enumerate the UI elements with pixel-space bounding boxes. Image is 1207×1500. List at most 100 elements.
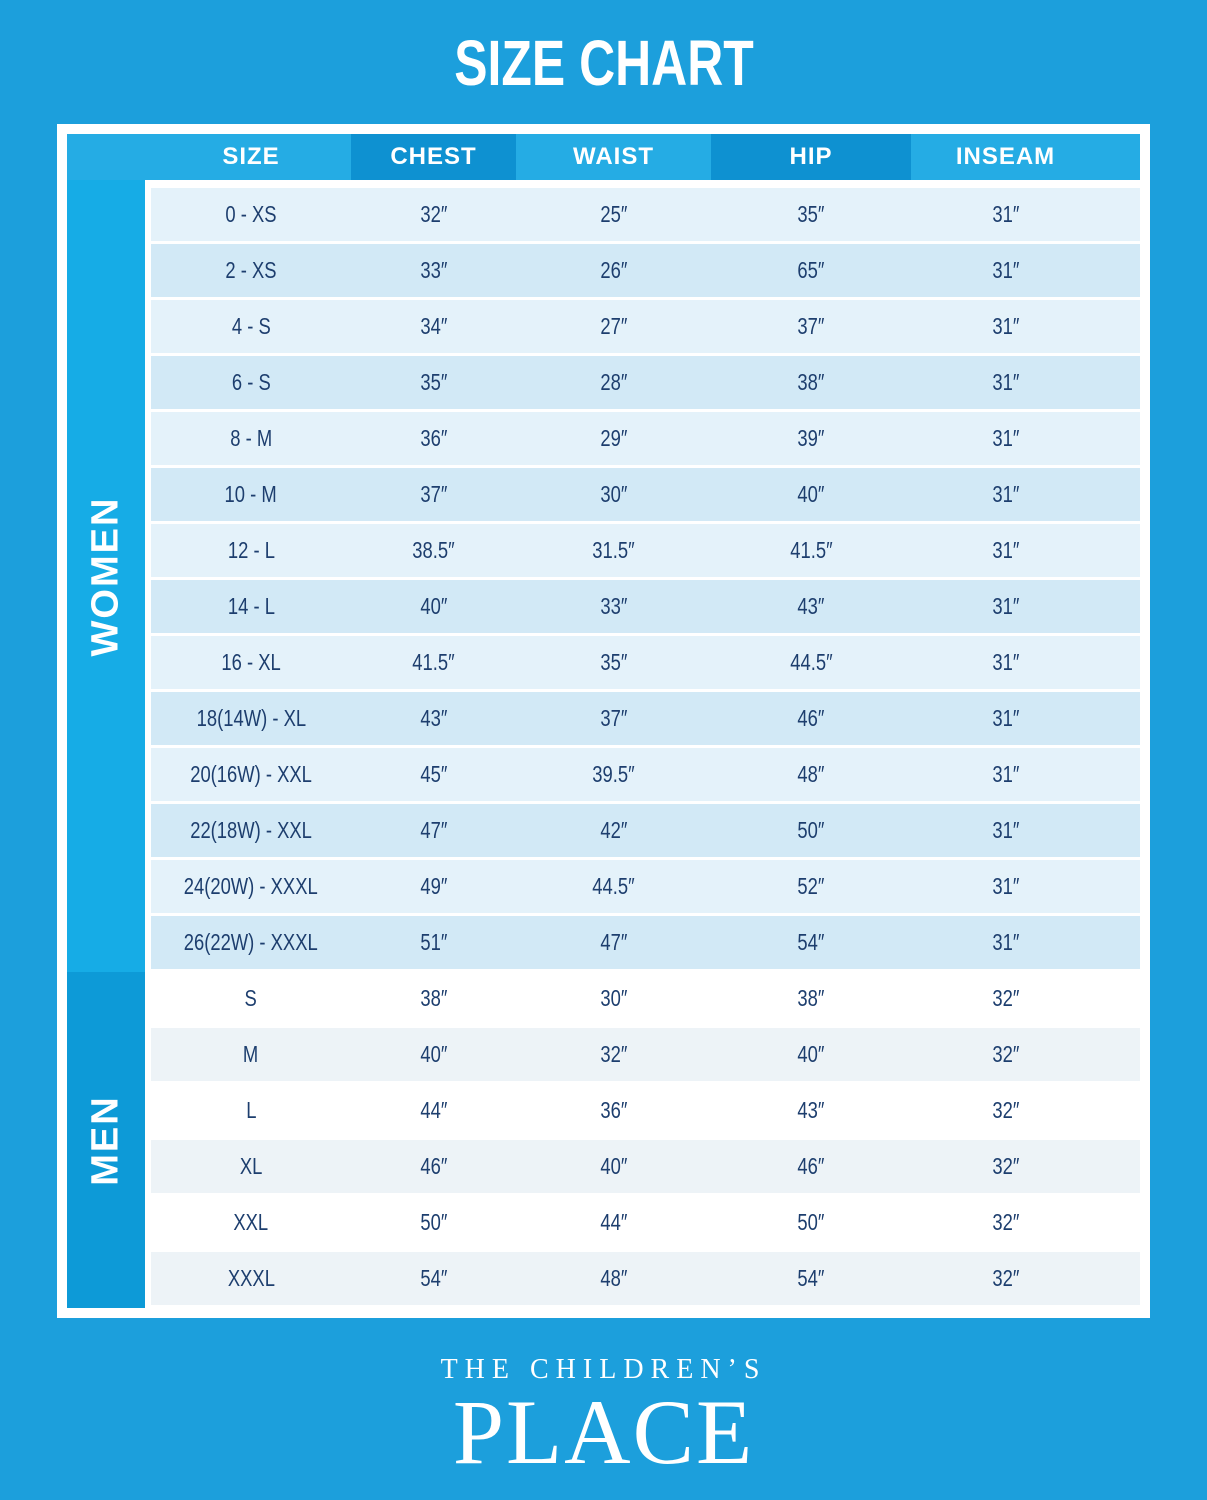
table-row: 2 - XS 33″ 26″ 65″ 31″ xyxy=(151,244,1140,300)
inseam-cell-value: 31″ xyxy=(991,369,1019,395)
inseam-cell: 32″ xyxy=(911,1265,1140,1292)
table-row: 14 - L 40″ 33″ 43″ 31″ xyxy=(151,580,1140,636)
hip-cell: 50″ xyxy=(711,1209,911,1236)
hip-cell-value: 38″ xyxy=(797,369,825,395)
inseam-cell-value: 31″ xyxy=(991,817,1019,843)
table-row: 22(18W) - XXL 47″ 42″ 50″ 31″ xyxy=(151,804,1140,860)
inseam-cell: 31″ xyxy=(911,537,1140,564)
hip-cell: 52″ xyxy=(711,873,911,900)
size-cell-value: 12 - L xyxy=(227,537,275,563)
chest-cell-value: 47″ xyxy=(419,817,447,843)
brand-logo-main-line: PLACE xyxy=(452,1381,755,1483)
size-cell-value: XXXL xyxy=(227,1265,275,1291)
hip-cell: 38″ xyxy=(711,369,911,396)
inseam-cell: 31″ xyxy=(911,817,1140,844)
inseam-cell: 31″ xyxy=(911,649,1140,676)
hip-cell-value: 50″ xyxy=(797,817,825,843)
size-cell-value: 20(16W) - XXL xyxy=(190,761,312,787)
table-row: 0 - XS 32″ 25″ 35″ 31″ xyxy=(151,188,1140,244)
chest-cell: 36″ xyxy=(351,425,516,452)
size-cell: XL xyxy=(151,1153,351,1180)
waist-cell: 30″ xyxy=(516,481,711,508)
table-row: S 38″ 30″ 38″ 32″ xyxy=(151,972,1140,1028)
table-row: 20(16W) - XXL 45″ 39.5″ 48″ 31″ xyxy=(151,748,1140,804)
chest-cell: 44″ xyxy=(351,1097,516,1124)
size-cell-value: 14 - L xyxy=(227,593,275,619)
hip-cell: 46″ xyxy=(711,705,911,732)
column-header-inseam-label: INSEAM xyxy=(955,143,1056,170)
size-cell: 18(14W) - XL xyxy=(151,705,351,732)
inseam-cell: 31″ xyxy=(911,929,1140,956)
column-header-size-label: SIZE xyxy=(222,143,280,170)
hip-cell-value: 50″ xyxy=(797,1209,825,1235)
waist-cell-value: 25″ xyxy=(599,201,627,227)
column-header-inseam: INSEAM xyxy=(911,134,1140,180)
hip-cell-value: 46″ xyxy=(797,1153,825,1179)
inseam-cell-value: 31″ xyxy=(991,537,1019,563)
waist-cell: 33″ xyxy=(516,593,711,620)
size-cell: 20(16W) - XXL xyxy=(151,761,351,788)
hip-cell-value: 38″ xyxy=(797,985,825,1011)
chest-cell: 54″ xyxy=(351,1265,516,1292)
waist-cell: 42″ xyxy=(516,817,711,844)
size-cell-value: 6 - S xyxy=(231,369,271,395)
chest-cell: 50″ xyxy=(351,1209,516,1236)
waist-cell: 28″ xyxy=(516,369,711,396)
inseam-cell: 31″ xyxy=(911,369,1140,396)
waist-cell-value: 42″ xyxy=(599,817,627,843)
hip-cell-value: 41.5″ xyxy=(789,537,833,563)
waist-cell-value: 30″ xyxy=(599,985,627,1011)
table-row: 24(20W) - XXXL 49″ 44.5″ 52″ 31″ xyxy=(151,860,1140,916)
size-cell-value: 2 - XS xyxy=(225,257,277,283)
chest-cell-value: 51″ xyxy=(419,929,447,955)
waist-cell-value: 28″ xyxy=(599,369,627,395)
waist-cell-value: 39.5″ xyxy=(592,761,635,787)
column-header-hip: HIP xyxy=(711,134,911,180)
chest-cell: 46″ xyxy=(351,1153,516,1180)
chest-cell-value: 36″ xyxy=(419,425,447,451)
hip-cell-value: 54″ xyxy=(797,1265,825,1291)
hip-cell-value: 43″ xyxy=(797,593,825,619)
waist-cell: 44.5″ xyxy=(516,873,711,900)
hip-cell: 54″ xyxy=(711,929,911,956)
hip-cell: 44.5″ xyxy=(711,649,911,676)
size-cell-value: 22(18W) - XXL xyxy=(190,817,312,843)
hip-cell: 46″ xyxy=(711,1153,911,1180)
size-cell-value: M xyxy=(243,1041,259,1067)
column-header-size: SIZE xyxy=(67,134,351,180)
inseam-cell: 32″ xyxy=(911,1209,1140,1236)
size-cell: 4 - S xyxy=(151,313,351,340)
chest-cell-value: 33″ xyxy=(419,257,447,283)
hip-cell: 50″ xyxy=(711,817,911,844)
waist-cell: 37″ xyxy=(516,705,711,732)
chest-cell-value: 40″ xyxy=(419,1041,447,1067)
inseam-cell-value: 31″ xyxy=(991,761,1019,787)
table-row: XL 46″ 40″ 46″ 32″ xyxy=(151,1140,1140,1196)
waist-cell: 30″ xyxy=(516,985,711,1012)
inseam-cell: 31″ xyxy=(911,481,1140,508)
inseam-cell: 31″ xyxy=(911,593,1140,620)
inseam-cell: 32″ xyxy=(911,1041,1140,1068)
waist-cell: 26″ xyxy=(516,257,711,284)
women-section-rows: 0 - XS 32″ 25″ 35″ 31″ 2 - XS 33″ 26″ 65″ 31″ 4 - … xyxy=(151,188,1140,972)
brand-logo: THE CHILDREN’S PLACE xyxy=(0,1354,1207,1478)
hip-cell-value: 37″ xyxy=(797,313,825,339)
page-title: SIZE CHART xyxy=(0,0,1207,96)
chest-cell-value: 34″ xyxy=(419,313,447,339)
chest-cell: 35″ xyxy=(351,369,516,396)
chest-cell: 38″ xyxy=(351,985,516,1012)
inseam-cell: 31″ xyxy=(911,873,1140,900)
size-cell: 22(18W) - XXL xyxy=(151,817,351,844)
table-row: 18(14W) - XL 43″ 37″ 46″ 31″ xyxy=(151,692,1140,748)
men-section-label-bar: MEN xyxy=(67,972,145,1308)
men-section-label: MEN xyxy=(84,1094,127,1186)
size-cell-value: 16 - XL xyxy=(221,649,281,675)
table-row: L 44″ 36″ 43″ 32″ xyxy=(151,1084,1140,1140)
size-cell-value: 0 - XS xyxy=(225,201,277,227)
waist-cell-value: 27″ xyxy=(599,313,627,339)
hip-cell: 39″ xyxy=(711,425,911,452)
waist-cell-value: 33″ xyxy=(599,593,627,619)
women-section-label-bar: WOMEN xyxy=(67,180,145,972)
chest-cell-value: 38″ xyxy=(419,985,447,1011)
inseam-cell: 31″ xyxy=(911,201,1140,228)
